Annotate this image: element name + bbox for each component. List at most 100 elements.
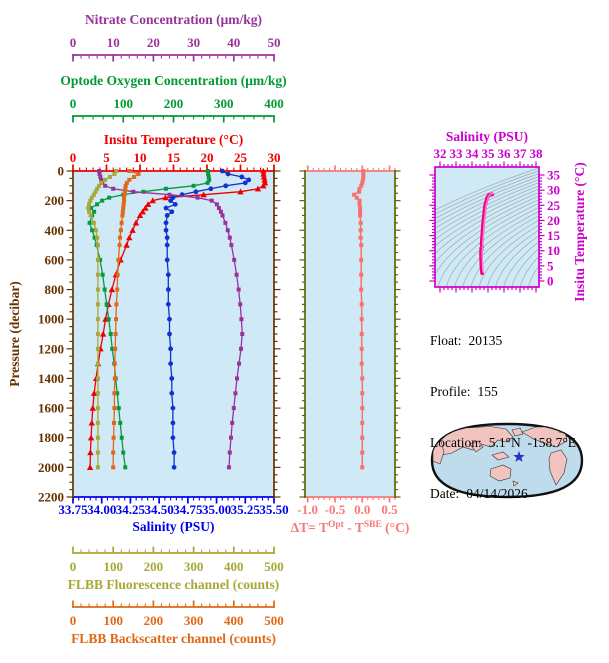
nitrate-axis: 0 10 20 30 40 50 Nitrate Concentration (μm/kg) xyxy=(70,12,281,62)
svg-text:100: 100 xyxy=(103,559,123,574)
svg-text:0: 0 xyxy=(58,164,65,179)
series-delta-temperature xyxy=(352,169,366,470)
svg-text:5: 5 xyxy=(547,258,554,273)
svg-text:0: 0 xyxy=(70,559,77,574)
float-info-block: Float: 20135 Profile: 155 Location: 5.1°N -… xyxy=(430,298,576,536)
svg-text:Optode Oxygen Concentration (μ: Optode Oxygen Concentration (μm/kg) xyxy=(60,73,286,88)
svg-text:34.25: 34.25 xyxy=(116,502,146,517)
svg-text:35: 35 xyxy=(482,146,496,161)
svg-text:20: 20 xyxy=(201,150,214,165)
svg-text:40: 40 xyxy=(227,35,240,50)
world-map xyxy=(430,422,584,499)
svg-text:400: 400 xyxy=(224,613,244,628)
series-flbb-fluorescence xyxy=(86,169,119,470)
svg-text:Pressure (decibar): Pressure (decibar) xyxy=(7,281,22,387)
svg-text:10: 10 xyxy=(134,150,147,165)
location-row: Location: 5.1°N -158.7°E xyxy=(430,434,576,451)
float-location-star xyxy=(513,451,525,462)
svg-text:0: 0 xyxy=(70,150,77,165)
svg-text:300: 300 xyxy=(214,96,234,111)
svg-text:800: 800 xyxy=(45,282,65,297)
float-id-row: Float: 20135 xyxy=(430,332,576,349)
svg-text:ΔT= TOpt - TSBE (°C): ΔT= TOpt - TSBE (°C) xyxy=(291,520,410,535)
oxygen-axis: 0 100 200 300 400 Optode Oxygen Concentration… xyxy=(60,73,287,123)
series-nitrate xyxy=(97,169,245,470)
pressure-axis: 0 200 400 600 800 1000 1200 1400 1600 1800 2000 220… xyxy=(7,164,281,505)
svg-text:0.5: 0.5 xyxy=(381,502,398,517)
location-value: 5.1°N -158.7°E xyxy=(488,435,577,450)
svg-text:400: 400 xyxy=(264,96,284,111)
svg-text:34.75: 34.75 xyxy=(173,502,203,517)
svg-text:15: 15 xyxy=(547,228,561,243)
svg-text:0.0: 0.0 xyxy=(354,502,370,517)
svg-text:100: 100 xyxy=(103,613,123,628)
float-value: 20135 xyxy=(468,333,503,348)
svg-text:200: 200 xyxy=(45,193,65,208)
profile-value: 155 xyxy=(477,384,498,399)
float-label: Float: xyxy=(430,333,462,348)
svg-text:Salinity (PSU): Salinity (PSU) xyxy=(446,129,528,144)
svg-text:35: 35 xyxy=(547,168,561,183)
svg-text:Insitu Temperature (°C): Insitu Temperature (°C) xyxy=(104,132,243,147)
delta-t-chart: -1.0 -0.5 0.0 0.5 ΔT= TOpt - TSBE (°C) xyxy=(291,165,410,535)
fluorescence-axis: 0 100 200 300 400 500 FLBB Fluorescence channe… xyxy=(68,546,284,592)
svg-text:2200: 2200 xyxy=(38,490,64,505)
svg-text:600: 600 xyxy=(45,252,65,267)
svg-text:400: 400 xyxy=(224,559,244,574)
svg-text:Insitu Temperature (°C): Insitu Temperature (°C) xyxy=(572,162,587,301)
svg-text:35.00: 35.00 xyxy=(202,502,231,517)
svg-text:0: 0 xyxy=(70,96,77,111)
svg-text:0: 0 xyxy=(70,613,77,628)
svg-text:50: 50 xyxy=(268,35,281,50)
svg-text:FLBB Fluorescence channel (cou: FLBB Fluorescence channel (counts) xyxy=(68,577,280,592)
date-label: Date: xyxy=(430,486,460,501)
svg-text:34.50: 34.50 xyxy=(145,502,174,517)
svg-text:FLBB Backscatter channel (coun: FLBB Backscatter channel (counts) xyxy=(71,631,276,646)
svg-text:1400: 1400 xyxy=(38,371,64,386)
svg-text:2000: 2000 xyxy=(38,460,64,475)
svg-text:34: 34 xyxy=(466,146,480,161)
svg-text:1000: 1000 xyxy=(38,312,64,327)
svg-text:25: 25 xyxy=(234,150,248,165)
svg-text:34.00: 34.00 xyxy=(87,502,116,517)
svg-text:Salinity (PSU): Salinity (PSU) xyxy=(132,519,214,534)
profile-label: Profile: xyxy=(430,384,471,399)
series-salinity xyxy=(163,168,252,470)
svg-text:30: 30 xyxy=(268,150,281,165)
svg-text:500: 500 xyxy=(264,613,284,628)
backscatter-axis: 0 100 200 300 400 500 FLBB Backscatter channel… xyxy=(70,600,284,646)
svg-text:30: 30 xyxy=(187,35,200,50)
svg-text:37: 37 xyxy=(514,146,528,161)
svg-text:200: 200 xyxy=(144,613,164,628)
svg-text:33.75: 33.75 xyxy=(58,502,88,517)
svg-text:20: 20 xyxy=(147,35,160,50)
svg-text:10: 10 xyxy=(547,243,560,258)
svg-text:500: 500 xyxy=(264,559,284,574)
svg-text:35.50: 35.50 xyxy=(259,502,288,517)
svg-text:Nitrate Concentration (μm/kg): Nitrate Concentration (μm/kg) xyxy=(85,12,262,27)
isopycnal-contours xyxy=(435,167,539,287)
svg-text:15: 15 xyxy=(167,150,181,165)
svg-text:1200: 1200 xyxy=(38,341,64,356)
svg-text:200: 200 xyxy=(144,559,164,574)
svg-text:38: 38 xyxy=(530,146,544,161)
svg-text:20: 20 xyxy=(547,213,560,228)
date-row: Date: 04/14/2026 xyxy=(430,485,576,502)
map-landmasses xyxy=(432,424,572,487)
ts-curve xyxy=(479,192,495,276)
salinity-axis: 33.75 34.00 34.25 34.50 34.75 35.00 35.25 35.50… xyxy=(58,496,289,534)
svg-text:5: 5 xyxy=(103,150,110,165)
svg-text:0: 0 xyxy=(70,35,77,50)
svg-text:100: 100 xyxy=(114,96,134,111)
svg-text:-1.0: -1.0 xyxy=(297,502,318,517)
temperature-axis: 0 5 10 15 20 25 30 Insitu Temperature (°C) xyxy=(70,132,281,172)
svg-text:0: 0 xyxy=(547,274,554,289)
svg-text:1600: 1600 xyxy=(38,401,64,416)
svg-text:25: 25 xyxy=(547,198,561,213)
series-flbb-backscatter xyxy=(111,169,141,470)
date-value: 04/14/2026 xyxy=(466,486,528,501)
svg-text:300: 300 xyxy=(184,613,204,628)
svg-text:1800: 1800 xyxy=(38,430,64,445)
